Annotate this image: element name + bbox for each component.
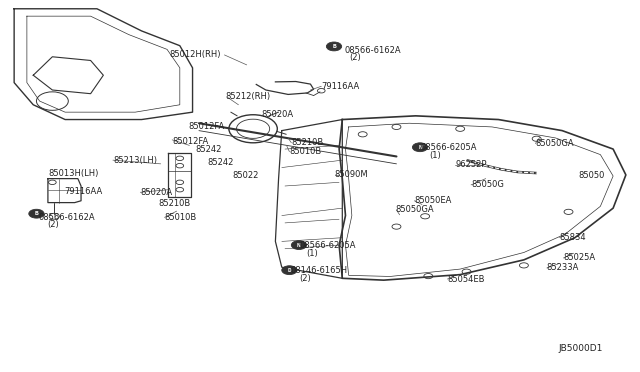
Circle shape [564,209,573,214]
Circle shape [392,124,401,129]
Text: 85242: 85242 [207,157,234,167]
Text: 85050G: 85050G [471,180,504,189]
Circle shape [49,180,56,185]
Circle shape [291,241,307,250]
Circle shape [29,209,44,218]
Text: 85025A: 85025A [563,253,596,263]
Circle shape [532,136,541,141]
Circle shape [49,213,60,219]
Text: (1): (1) [306,249,317,258]
Circle shape [392,224,401,229]
Text: 85834: 85834 [559,233,586,242]
Circle shape [176,163,184,168]
Text: 85010B: 85010B [164,213,196,222]
Circle shape [176,187,184,192]
Text: 85210B: 85210B [291,138,324,147]
Text: 85050EA: 85050EA [414,196,452,205]
Text: 85012H(RH): 85012H(RH) [170,51,221,60]
Text: 08566-6162A: 08566-6162A [344,46,401,55]
Text: B: B [35,211,38,216]
Text: 85212(RH): 85212(RH) [226,92,271,101]
Text: N: N [418,145,422,150]
Circle shape [282,266,297,275]
Text: 85050GA: 85050GA [536,139,574,148]
Text: (2): (2) [47,219,59,228]
Circle shape [520,263,529,268]
Text: 08566-6205A: 08566-6205A [300,241,356,250]
Text: 85210B: 85210B [159,199,191,208]
Text: (2): (2) [349,53,361,62]
Circle shape [420,214,429,219]
Text: (1): (1) [429,151,442,160]
Circle shape [176,156,184,161]
Text: 85010B: 85010B [289,147,322,156]
Text: 85213(LH): 85213(LH) [113,155,157,165]
Text: 08566-6205A: 08566-6205A [420,144,477,153]
Text: 85012FA: 85012FA [188,122,225,131]
Circle shape [358,132,367,137]
Text: B: B [332,44,336,49]
Circle shape [462,269,471,274]
Text: 85233A: 85233A [547,263,579,272]
Text: 85013H(LH): 85013H(LH) [48,169,99,178]
Circle shape [326,42,342,51]
Text: D: D [287,268,291,273]
Text: 85242: 85242 [196,145,222,154]
Text: 85050: 85050 [579,171,605,180]
Text: JB5000D1: JB5000D1 [559,344,604,353]
Text: 96252P: 96252P [455,160,486,169]
Text: N: N [297,243,301,248]
Text: 85054EB: 85054EB [447,275,485,283]
Text: 08566-6162A: 08566-6162A [38,212,95,221]
Text: 85020A: 85020A [261,109,294,119]
Text: 85012FA: 85012FA [172,137,209,146]
Circle shape [424,273,433,279]
Text: 08146-6165H: 08146-6165H [291,266,348,275]
Circle shape [317,89,325,93]
Circle shape [412,143,428,152]
Text: 85020A: 85020A [140,188,172,197]
Text: 79116AA: 79116AA [321,82,360,91]
Text: 79116AA: 79116AA [65,187,103,196]
Text: 85090M: 85090M [334,170,367,179]
Text: 85050GA: 85050GA [396,205,435,215]
Text: (2): (2) [300,274,311,283]
Circle shape [176,180,184,185]
Text: 85022: 85022 [232,171,259,180]
Circle shape [456,126,465,131]
